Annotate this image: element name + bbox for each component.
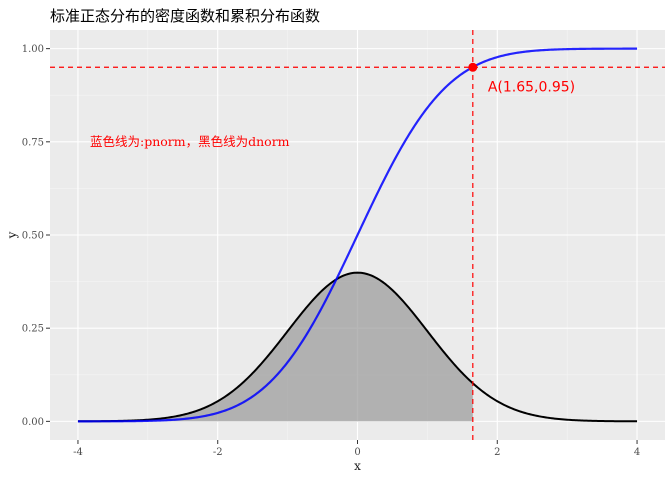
pnorm-line bbox=[77, 47, 638, 423]
y-tick-label: 0.00 bbox=[22, 417, 44, 428]
chart-title: 标准正态分布的密度函数和累积分布函数 bbox=[50, 7, 320, 25]
y-tick-label: 0.75 bbox=[22, 137, 44, 148]
x-axis-title: x bbox=[354, 459, 361, 473]
x-axis-ticks: -4 -2 0 2 4 bbox=[73, 440, 640, 458]
x-tick-label: 0 bbox=[354, 447, 360, 458]
y-tick-label: 0.50 bbox=[22, 231, 44, 242]
point-a-label: A(1.65,0.95) bbox=[488, 79, 575, 95]
dnorm-line bbox=[77, 271, 638, 423]
x-tick-label: 2 bbox=[494, 447, 500, 458]
x-tick-label: -2 bbox=[213, 447, 223, 458]
point-a bbox=[468, 62, 478, 72]
x-tick-label: -4 bbox=[73, 447, 83, 458]
series-annotation: 蓝色线为:pnorm，黑色线为dnorm bbox=[90, 134, 290, 149]
y-tick-label: 1.00 bbox=[22, 44, 44, 55]
y-axis-ticks: 0.00 0.25 0.50 0.75 1.00 bbox=[22, 44, 50, 428]
x-tick-label: 4 bbox=[634, 447, 640, 458]
y-axis-title: y bbox=[5, 231, 19, 239]
y-tick-label: 0.25 bbox=[22, 324, 44, 335]
